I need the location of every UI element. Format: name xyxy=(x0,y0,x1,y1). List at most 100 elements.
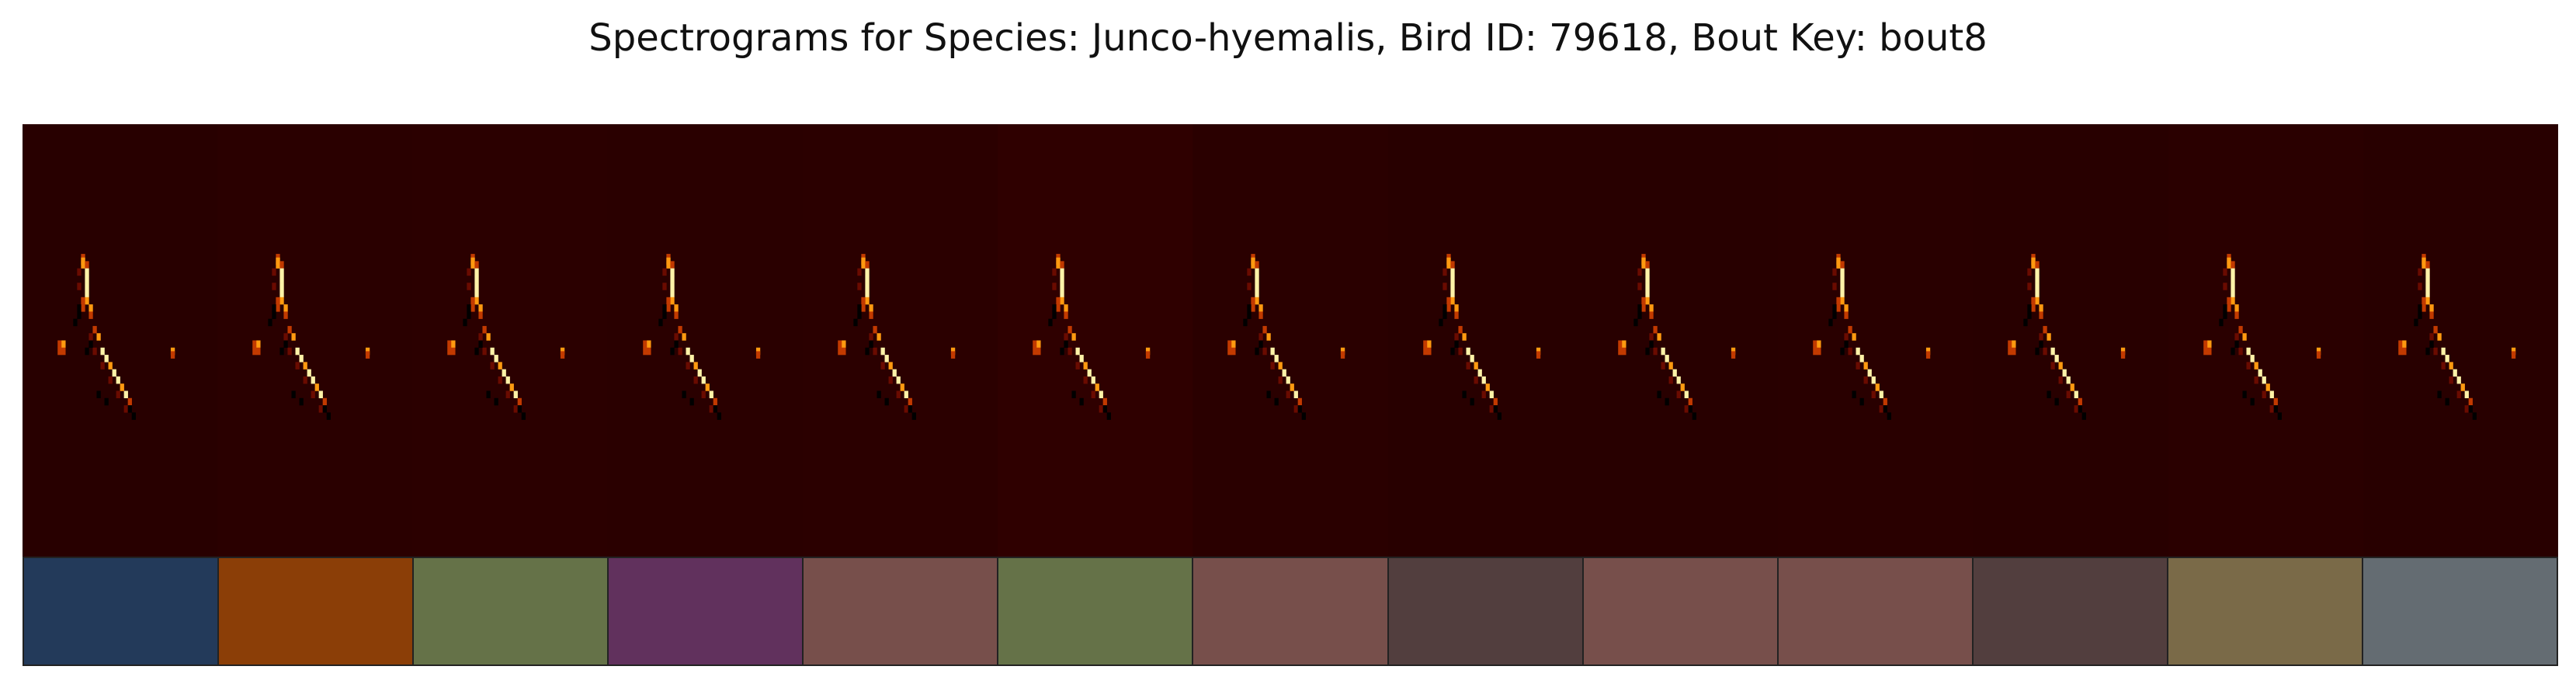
spectrogram-cell xyxy=(2250,397,2255,406)
spectrogram-panel xyxy=(1193,124,1388,557)
spectrogram-cell xyxy=(896,376,901,384)
spectrogram-cell xyxy=(1060,275,1064,283)
spectrogram-cell xyxy=(666,297,671,305)
spectrogram-cell xyxy=(116,376,120,384)
spectrogram-cell xyxy=(709,405,713,413)
spectrogram-cell xyxy=(1844,311,1849,319)
spectrogram-cell xyxy=(1817,347,1821,356)
spectrogram-cell xyxy=(1060,290,1064,298)
spectrogram-cell xyxy=(2402,340,2407,349)
spectrogram-cell xyxy=(1231,347,1236,356)
spectrogram-cell xyxy=(2062,369,2067,377)
spectrogram-cell xyxy=(1064,311,1068,319)
spectrogram-cell xyxy=(2027,283,2032,290)
spectrogram-cell xyxy=(1454,333,1459,341)
spectrogram-cell xyxy=(561,351,565,359)
spectrogram-background xyxy=(1973,124,2168,557)
spectrogram-cell xyxy=(674,304,679,312)
spectrogram-image xyxy=(1582,124,1779,557)
spectrogram-cell xyxy=(1341,351,1345,359)
spectrogram-cell xyxy=(1645,290,1650,298)
spectrogram-cell xyxy=(474,290,480,298)
spectrogram-cell xyxy=(2468,397,2473,406)
spectrogram-cell xyxy=(1442,268,1447,276)
spectrogram-cell xyxy=(1290,383,1295,391)
spectrogram-cell xyxy=(2437,333,2442,341)
spectrogram-cell xyxy=(2074,405,2079,413)
spectrogram-cell xyxy=(838,340,842,349)
spectrogram-panel xyxy=(2362,124,2559,557)
spectrogram-cell xyxy=(2230,290,2235,298)
spectrogram-cell xyxy=(1813,347,1817,356)
spectrogram-cell xyxy=(884,397,889,406)
spectrogram-cell xyxy=(1832,283,1837,290)
spectrogram-cell xyxy=(1079,397,1084,406)
spectrogram-cell xyxy=(869,311,873,319)
spectrogram-cell xyxy=(1033,347,1037,356)
spectrogram-cell xyxy=(474,275,480,283)
spectrogram-cell xyxy=(686,347,690,356)
spectrogram-cell xyxy=(865,347,870,356)
spectrogram-cell xyxy=(2035,297,2040,305)
spectrogram-cell xyxy=(272,268,276,276)
spectrogram-cell xyxy=(2242,333,2247,341)
spectrogram-cell xyxy=(474,347,480,356)
spectrogram-cell xyxy=(1688,397,1692,406)
spectrogram-cell xyxy=(2238,347,2243,356)
spectrogram-cell xyxy=(2418,304,2422,312)
spectrogram-cell xyxy=(1832,311,1837,319)
spectrogram-cell xyxy=(2449,376,2453,384)
spectrogram-cell xyxy=(494,355,499,363)
spectrogram-cell xyxy=(1294,405,1299,413)
spectrogram-cell xyxy=(1227,340,1232,349)
spectrogram-cell xyxy=(869,340,873,349)
spectrogram-cell xyxy=(1274,397,1279,406)
spectrogram-cell xyxy=(1852,333,1856,341)
spectrogram-cell xyxy=(85,275,89,283)
spectrogram-cell xyxy=(314,383,320,391)
spectrogram-cell xyxy=(2070,383,2075,391)
cluster-color-swatch xyxy=(1388,558,1584,666)
spectrogram-cell xyxy=(467,283,472,290)
spectrogram-cell xyxy=(474,297,480,305)
spectrogram-cell xyxy=(900,383,904,391)
spectrogram-cell xyxy=(2425,347,2430,356)
spectrogram-cell xyxy=(1446,261,1451,269)
spectrogram-cell xyxy=(2082,412,2087,420)
spectrogram-cell xyxy=(307,369,312,377)
spectrogram-cell xyxy=(2230,297,2235,305)
spectrogram-cell xyxy=(1231,340,1236,349)
spectrogram-cell xyxy=(2027,304,2032,312)
spectrogram-cell xyxy=(1064,304,1068,312)
spectrogram-cell xyxy=(1637,283,1642,290)
spectrogram-cell xyxy=(467,304,472,312)
spectrogram-cell xyxy=(1470,397,1474,406)
spectrogram-cell xyxy=(1036,340,1041,349)
cluster-color-swatch xyxy=(2362,558,2559,666)
spectrogram-cell xyxy=(1458,347,1463,356)
spectrogram-background xyxy=(1778,124,1974,557)
spectrogram-cell xyxy=(888,376,893,384)
spectrogram-cell xyxy=(658,318,663,327)
spectrogram-cell xyxy=(2234,333,2239,341)
spectrogram-cell xyxy=(2422,304,2426,312)
spectrogram-cell xyxy=(89,333,93,341)
spectrogram-cell xyxy=(1251,261,1256,269)
spectrogram-cell xyxy=(2402,347,2407,356)
spectrogram-cell xyxy=(272,304,276,312)
spectrogram-cell xyxy=(1102,397,1108,406)
spectrogram-cell xyxy=(322,397,328,406)
spectrogram-cell xyxy=(662,311,667,319)
spectrogram-cell xyxy=(880,362,885,370)
spectrogram-image xyxy=(2168,124,2363,557)
spectrogram-cell xyxy=(713,405,717,413)
spectrogram-cell xyxy=(1056,297,1061,305)
spectrogram-cell xyxy=(2425,290,2430,298)
spectrogram-cell xyxy=(857,283,862,290)
spectrogram-cell xyxy=(2008,347,2012,356)
spectrogram-cell xyxy=(1052,311,1057,319)
spectrogram-cell xyxy=(877,390,881,398)
spectrogram-cell xyxy=(1844,304,1849,312)
spectrogram-cell xyxy=(276,261,280,269)
spectrogram-cell xyxy=(127,397,132,406)
